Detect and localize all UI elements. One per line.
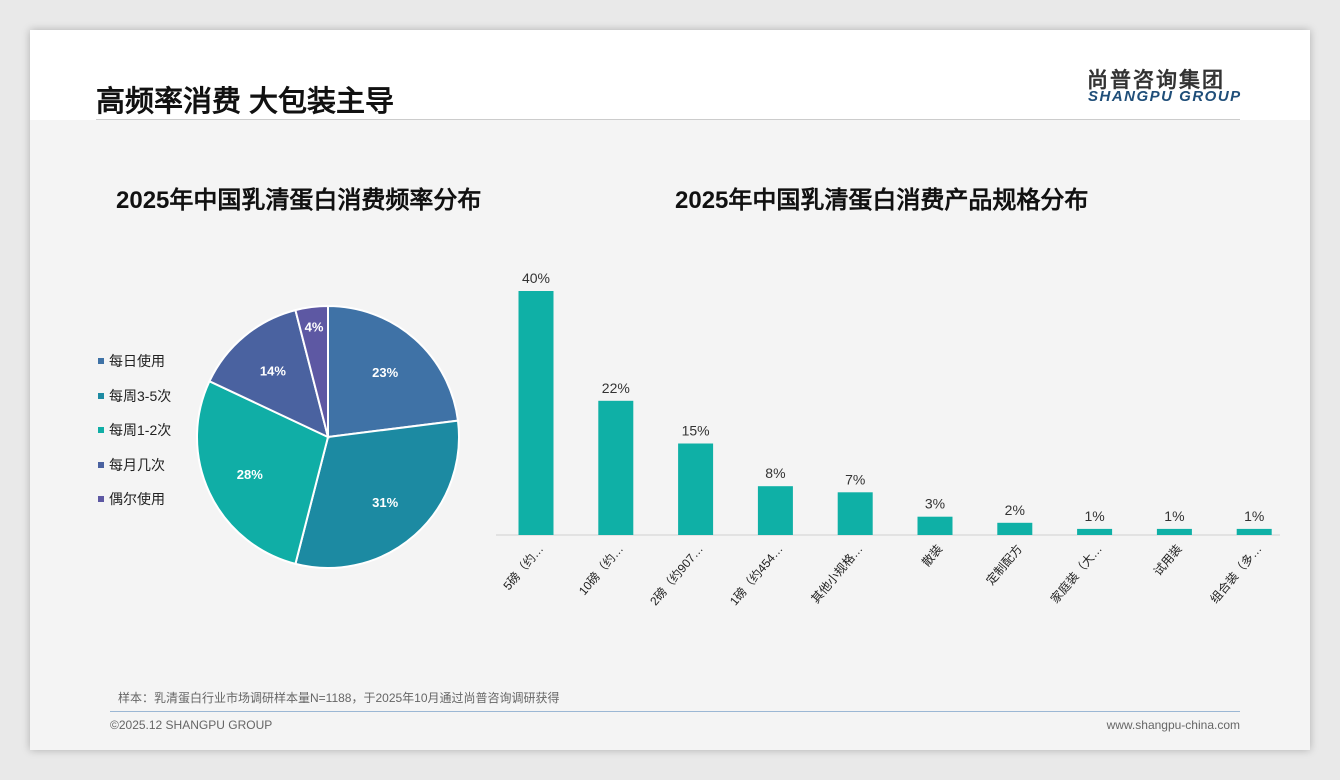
bar	[1236, 528, 1272, 535]
pie-data-label: 23%	[372, 365, 398, 380]
legend-label: 每日使用	[109, 353, 165, 370]
pie-data-label: 28%	[237, 467, 263, 482]
legend-item: 每周1-2次	[98, 413, 171, 448]
legend-item: 偶尔使用	[98, 482, 171, 517]
legend-item: 每日使用	[98, 344, 171, 379]
header-divider	[96, 119, 1240, 120]
pie-slice	[327, 304, 460, 439]
bar	[518, 291, 554, 535]
legend-item: 每周3-5次	[98, 379, 171, 414]
bar	[598, 400, 634, 535]
bar-data-label: 2%	[1005, 502, 1025, 518]
header	[30, 30, 1310, 120]
pie-data-label: 14%	[260, 363, 286, 378]
x-tick-label: 定制配方	[983, 541, 1025, 587]
bar	[1156, 528, 1192, 535]
pie-data-label: 4%	[305, 320, 324, 335]
pie-slice	[208, 308, 330, 439]
bar	[678, 443, 714, 535]
footer-divider	[110, 711, 1240, 712]
bar	[1077, 528, 1113, 535]
legend-swatch	[98, 461, 104, 468]
logo-en: SHANGPU GROUP	[1088, 88, 1242, 105]
bar	[837, 492, 873, 535]
pie-slice	[294, 304, 329, 438]
x-tick-label: 1磅（约454…	[726, 541, 786, 608]
pie-slice	[196, 379, 330, 566]
slide: 高频率消费 大包装主导 尚普咨询集团 SHANGPU GROUP 2025年中国…	[30, 30, 1310, 750]
bar-data-label: 1%	[1084, 508, 1104, 524]
legend-swatch	[98, 392, 104, 399]
legend-swatch	[98, 427, 104, 434]
bar-data-label: 1%	[1244, 508, 1264, 524]
x-tick-label: 试用装	[1150, 541, 1185, 578]
legend-swatch	[98, 496, 104, 503]
legend-label: 偶尔使用	[109, 491, 165, 508]
x-tick-label: 2磅（约907…	[646, 541, 706, 608]
sample-note: 样本：乳清蛋白行业市场调研样本量N=1188，于2025年10月通过尚普咨询调研…	[118, 691, 560, 705]
x-tick-label: 组合装（多…	[1207, 541, 1265, 606]
pie-legend: 每日使用每周3-5次 每周1-2次 每月几次偶尔使用	[98, 344, 171, 517]
x-tick-label: 5磅（约…	[500, 541, 547, 593]
website-url: www.shangpu-china.com	[1106, 718, 1240, 732]
legend-label: 每月几次	[109, 456, 165, 473]
bar-data-label: 40%	[522, 270, 550, 286]
pie-chart-title: 2025年中国乳清蛋白消费频率分布	[116, 187, 482, 214]
bar-data-label: 22%	[602, 380, 630, 396]
legend-item: 每月几次	[98, 448, 171, 483]
bar	[917, 516, 953, 535]
bar-chart-title: 2025年中国乳清蛋白消费产品规格分布	[675, 187, 1089, 214]
bar-data-label: 7%	[845, 471, 865, 487]
logo-cn: 尚普咨询集团	[1087, 69, 1225, 92]
bar	[757, 486, 793, 535]
x-tick-label: 散装	[918, 541, 945, 569]
legend-label: 每周1-2次	[109, 422, 172, 439]
bar-data-label: 8%	[765, 465, 785, 481]
bar-data-label: 3%	[925, 496, 945, 512]
charts-canvas: 23% 31% 28% 14% 4% 40% 5磅（约… 22% 10磅（约… 15% 2磅（约90…	[196, 270, 1280, 608]
legend-swatch	[98, 358, 104, 365]
x-tick-label: 10磅（约…	[575, 541, 626, 598]
bar-data-label: 15%	[682, 423, 710, 439]
x-tick-label: 家庭装（大…	[1047, 541, 1105, 606]
bar-data-label: 1%	[1164, 508, 1184, 524]
pie-slice	[294, 419, 460, 569]
legend-label: 每周3-5次	[109, 387, 172, 404]
bar	[997, 522, 1033, 535]
page-title: 高频率消费 大包装主导	[96, 86, 395, 118]
copyright: ©2025.12 SHANGPU GROUP	[110, 718, 273, 732]
pie-data-label: 31%	[372, 495, 398, 510]
x-tick-label: 其他小规格…	[808, 541, 866, 606]
